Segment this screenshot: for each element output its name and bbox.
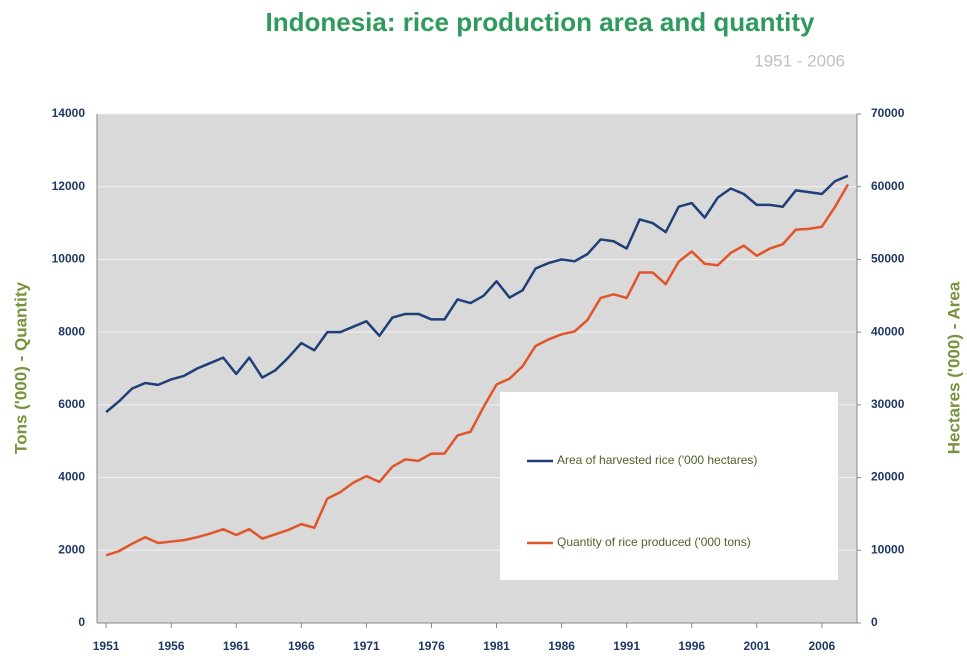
y2-tick-label: 40000 (871, 324, 905, 338)
y2-tick-label: 30000 (871, 397, 905, 411)
y-tick-label: 8000 (58, 324, 85, 338)
y-tick-label: 10000 (52, 252, 86, 266)
legend-box (500, 392, 838, 580)
y-tick-label: 14000 (52, 106, 86, 120)
y2-tick-label: 60000 (871, 179, 905, 193)
x-tick-label: 1956 (158, 639, 185, 653)
x-tick-label: 2006 (809, 639, 836, 653)
x-tick-label: 1991 (613, 639, 640, 653)
y2-tick-label: 10000 (871, 542, 905, 556)
y2-tick-label: 20000 (871, 470, 905, 484)
x-tick-label: 1971 (353, 639, 380, 653)
legend-label: Quantity of rice produced ('000 tons) (557, 535, 751, 549)
y-tick-label: 0 (78, 615, 85, 629)
x-tick-label: 1951 (93, 639, 120, 653)
legend-label: Area of harvested rice ('000 hectares) (557, 453, 757, 467)
series-line (105, 174, 849, 414)
x-tick-label: 1981 (483, 639, 510, 653)
x-tick-label: 1986 (548, 639, 575, 653)
y-tick-label: 6000 (58, 397, 85, 411)
x-tick-label: 1976 (418, 639, 445, 653)
y-tick-label: 2000 (58, 542, 85, 556)
chart-title: Indonesia: rice production area and quan… (266, 7, 816, 37)
y-tick-label: 12000 (52, 179, 86, 193)
y2-tick-label: 50000 (871, 252, 905, 266)
y2-tick-label: 0 (871, 615, 878, 629)
chart-subtitle: 1951 - 2006 (754, 51, 845, 70)
x-tick-label: 1966 (288, 639, 315, 653)
x-tick-label: 1961 (223, 639, 250, 653)
y2-axis-label: Hectares ('000) - Area (944, 281, 963, 454)
series-line (105, 183, 849, 557)
x-tick-label: 2001 (743, 639, 770, 653)
y-tick-label: 4000 (58, 470, 85, 484)
y-axis-label: Tons ('000) - Quantity (11, 282, 30, 454)
x-tick-label: 1996 (678, 639, 705, 653)
y2-tick-label: 70000 (871, 106, 905, 120)
